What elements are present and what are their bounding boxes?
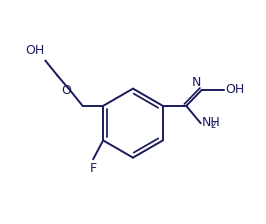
Text: O: O	[61, 84, 71, 97]
Text: OH: OH	[25, 44, 44, 57]
Text: NH: NH	[202, 116, 220, 129]
Text: N: N	[192, 76, 201, 89]
Text: F: F	[90, 162, 97, 175]
Text: OH: OH	[225, 83, 244, 96]
Text: 2: 2	[210, 121, 216, 130]
